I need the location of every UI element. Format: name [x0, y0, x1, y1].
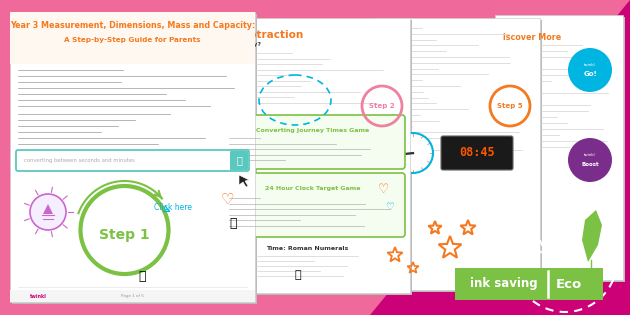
Text: iscover More: iscover More — [503, 33, 561, 42]
FancyBboxPatch shape — [10, 12, 255, 302]
Text: ♡: ♡ — [378, 183, 389, 196]
Text: Converting Journey Times Game: Converting Journey Times Game — [256, 128, 369, 133]
Text: 📖: 📖 — [294, 270, 301, 280]
Text: 08:45: 08:45 — [459, 146, 495, 159]
FancyBboxPatch shape — [220, 115, 405, 169]
Text: Step 1: Step 1 — [99, 228, 150, 242]
FancyBboxPatch shape — [215, 18, 410, 293]
Text: 💬: 💬 — [229, 217, 237, 230]
Polygon shape — [370, 0, 630, 315]
FancyBboxPatch shape — [10, 290, 255, 302]
Text: Year 3 Measurement, Dimensions, Mass and Capacity:: Year 3 Measurement, Dimensions, Mass and… — [10, 20, 255, 30]
Text: Eco: Eco — [556, 278, 582, 290]
Text: l Capacity?: l Capacity? — [223, 42, 261, 47]
Circle shape — [568, 48, 612, 92]
Text: ink saving: ink saving — [470, 278, 537, 290]
Text: Step 2: Step 2 — [369, 103, 395, 109]
FancyBboxPatch shape — [497, 17, 625, 282]
Text: ♡: ♡ — [220, 192, 234, 207]
Text: twinkl: twinkl — [584, 153, 596, 157]
FancyBboxPatch shape — [217, 20, 412, 295]
Polygon shape — [43, 204, 53, 214]
FancyBboxPatch shape — [455, 268, 603, 300]
FancyBboxPatch shape — [441, 136, 513, 170]
Polygon shape — [582, 210, 602, 262]
FancyBboxPatch shape — [375, 18, 540, 290]
Text: Boost: Boost — [581, 163, 598, 168]
FancyBboxPatch shape — [220, 173, 405, 237]
Text: A Step-by-Step Guide for Parents: A Step-by-Step Guide for Parents — [64, 37, 201, 43]
Text: Time: Roman Numerals: Time: Roman Numerals — [266, 246, 348, 251]
FancyBboxPatch shape — [10, 12, 255, 64]
Text: Step 5: Step 5 — [497, 103, 523, 109]
Polygon shape — [239, 175, 249, 187]
Polygon shape — [586, 274, 600, 294]
FancyBboxPatch shape — [16, 150, 249, 171]
FancyBboxPatch shape — [12, 14, 257, 304]
Text: Click here: Click here — [154, 203, 192, 213]
Text: ♡: ♡ — [385, 202, 394, 212]
Text: Page 1 of 5: Page 1 of 5 — [121, 294, 144, 298]
Circle shape — [568, 138, 612, 182]
Text: d Subtraction: d Subtraction — [223, 30, 303, 40]
Text: Go!: Go! — [583, 71, 597, 77]
Circle shape — [393, 133, 433, 173]
Text: 24 Hour Clock Target Game: 24 Hour Clock Target Game — [265, 186, 360, 191]
FancyBboxPatch shape — [495, 15, 623, 280]
Text: converting between seconds and minutes: converting between seconds and minutes — [24, 158, 135, 163]
FancyBboxPatch shape — [377, 20, 542, 292]
FancyBboxPatch shape — [230, 151, 248, 170]
Text: ⌕: ⌕ — [236, 156, 242, 165]
Circle shape — [30, 194, 66, 230]
Text: twinkl: twinkl — [584, 63, 596, 67]
Text: 📚: 📚 — [139, 271, 146, 284]
Text: twinkl: twinkl — [30, 294, 47, 299]
